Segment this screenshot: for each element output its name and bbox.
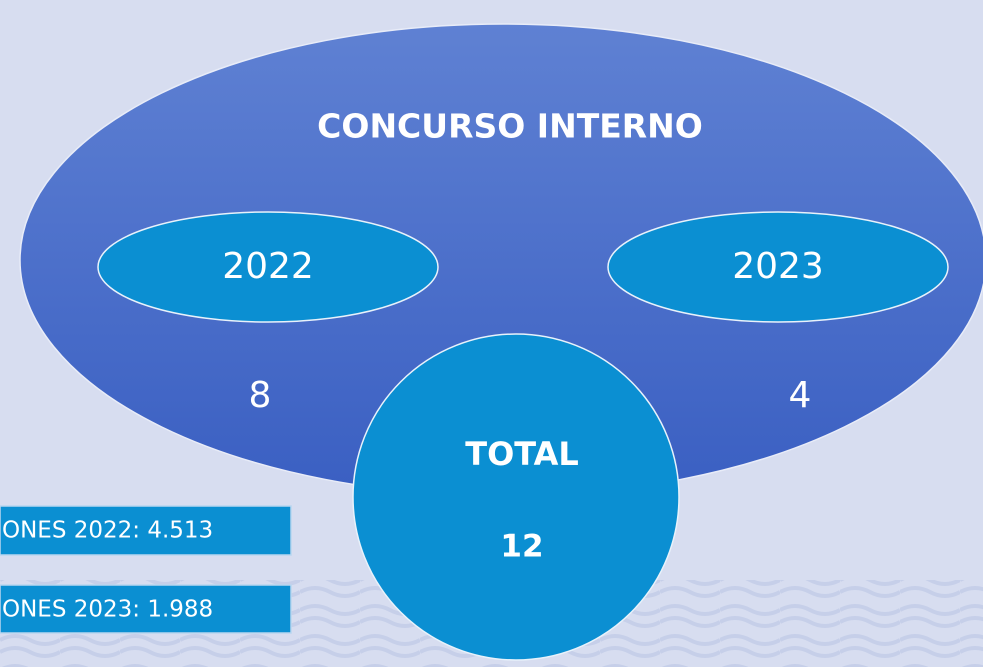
year-ellipse bbox=[607, 211, 949, 323]
note-text: ONES 2022: 4.513 bbox=[2, 518, 213, 544]
year-label: 2022 bbox=[222, 246, 314, 287]
year-count: 4 bbox=[789, 375, 812, 416]
year-label: 2023 bbox=[732, 246, 824, 287]
title: CONCURSO INTERNO bbox=[317, 107, 703, 146]
total-circle bbox=[352, 333, 680, 661]
total-value: 12 bbox=[500, 529, 543, 565]
note-box bbox=[0, 505, 292, 556]
note-box bbox=[0, 584, 292, 634]
total-label: TOTAL bbox=[465, 435, 579, 473]
year-count: 8 bbox=[249, 375, 272, 416]
note-text: ONES 2023: 1.988 bbox=[2, 597, 213, 623]
year-ellipse bbox=[97, 211, 439, 323]
